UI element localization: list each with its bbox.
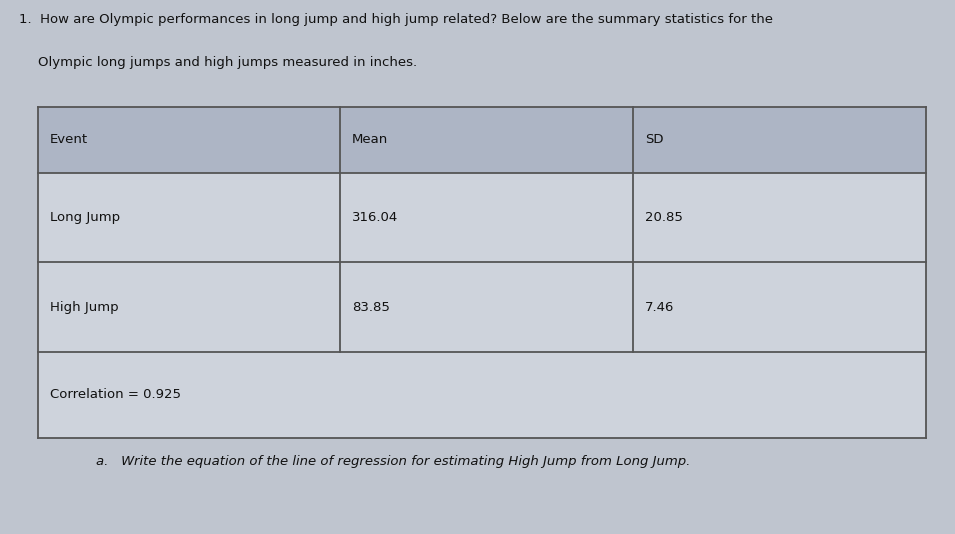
Text: 83.85: 83.85 (351, 301, 390, 313)
Text: 20.85: 20.85 (645, 211, 683, 224)
Text: Correlation = 0.925: Correlation = 0.925 (50, 388, 180, 402)
Text: a.   Write the equation of the line of regression for estimating High Jump from : a. Write the equation of the line of reg… (96, 456, 690, 468)
Text: 316.04: 316.04 (351, 211, 398, 224)
Text: Olympic long jumps and high jumps measured in inches.: Olympic long jumps and high jumps measur… (38, 56, 417, 69)
Text: Event: Event (50, 134, 88, 146)
Text: 1.  How are Olympic performances in long jump and high jump related? Below are t: 1. How are Olympic performances in long … (19, 13, 774, 26)
Text: Long Jump: Long Jump (50, 211, 119, 224)
Text: SD: SD (645, 134, 663, 146)
Text: 7.46: 7.46 (645, 301, 674, 313)
Text: Mean: Mean (351, 134, 388, 146)
Text: High Jump: High Jump (50, 301, 118, 313)
